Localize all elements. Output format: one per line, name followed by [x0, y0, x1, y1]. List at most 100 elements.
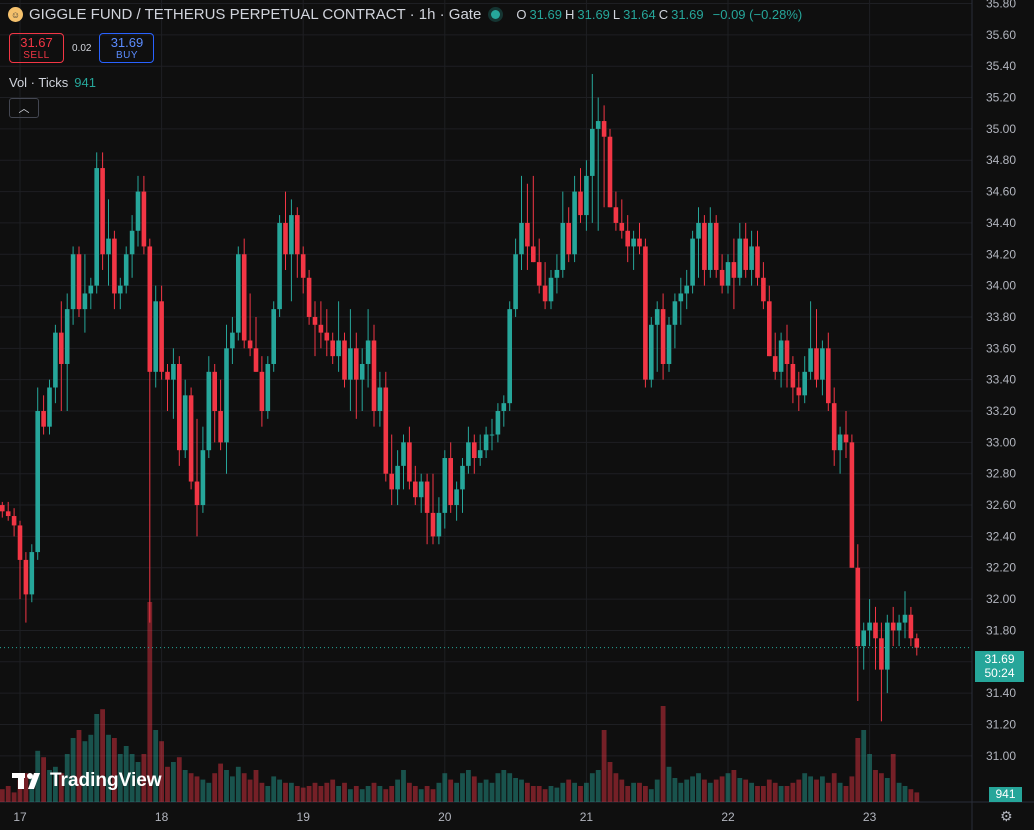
volume-bar [536, 786, 542, 802]
volume-bar [377, 786, 383, 802]
last-price-tag: 31.69 50:24 [975, 651, 1024, 682]
sell-button[interactable]: 31.67 SELL [9, 33, 64, 63]
volume-bar [483, 779, 489, 802]
x-tick-label: 23 [863, 810, 877, 824]
candle-body [778, 340, 784, 372]
volume-bar [70, 738, 76, 802]
candle-body [477, 450, 483, 459]
candle-body [890, 622, 896, 631]
candle-body [525, 222, 530, 247]
volume-bar [625, 786, 631, 802]
candle-body [643, 246, 648, 380]
volume-bar [265, 786, 271, 802]
candle-body [436, 512, 442, 537]
x-tick-label: 18 [155, 810, 169, 824]
volume-bar [613, 773, 619, 802]
sell-label: SELL [23, 50, 50, 61]
candle-body [277, 222, 282, 310]
volume-bar [719, 776, 725, 802]
volume-bar [442, 773, 448, 802]
candle-body [896, 622, 902, 631]
volume-bar [530, 786, 536, 802]
ohlc-low-value: 31.64 [623, 7, 656, 22]
chevron-up-icon: ︿ [18, 103, 30, 115]
candle-body [761, 277, 766, 302]
volume-bar [147, 602, 153, 802]
volume-bar [418, 789, 424, 802]
candle-body [737, 238, 743, 278]
volume-bar [654, 779, 660, 802]
candle-body [831, 403, 837, 451]
volume-bar [82, 741, 88, 802]
candle-body [454, 489, 459, 506]
volume-bar [513, 778, 518, 802]
x-tick-label: 17 [13, 810, 27, 824]
volume-bar [495, 773, 501, 802]
volume-bar [182, 770, 188, 802]
y-tick-label: 32.00 [986, 592, 1016, 606]
tradingview-logo[interactable]: TradingView [12, 770, 162, 792]
candle-body [595, 121, 601, 129]
candle-body [64, 309, 70, 364]
candle-body [861, 630, 866, 647]
volume-bar [867, 754, 872, 802]
candle-body [749, 246, 754, 270]
volume-bar [336, 786, 341, 802]
candle-body [141, 191, 147, 247]
volume-bar [230, 776, 235, 802]
volume-bar [359, 789, 365, 802]
volume-bar [808, 776, 813, 802]
volume-bar [17, 779, 23, 802]
volume-bar [23, 773, 29, 802]
candle-body [241, 254, 247, 341]
candle-body [873, 622, 878, 639]
candle-body [796, 387, 802, 396]
candle-body [548, 277, 554, 302]
ohlc-change-value: −0.09 (−0.28%) [712, 7, 803, 22]
collapse-legend-button[interactable]: ︿ [9, 98, 39, 118]
volume-bar [489, 782, 495, 802]
volume-bar [743, 779, 749, 802]
candle-body [554, 269, 560, 278]
tradingview-logo-text: TradingView [50, 770, 162, 791]
candle-body [501, 403, 507, 412]
volume-bar [383, 789, 389, 802]
volume-bar [129, 754, 135, 802]
candle-body [601, 121, 607, 137]
y-tick-label: 31.20 [986, 717, 1016, 731]
candle-body [684, 285, 689, 294]
volume-bar [342, 782, 347, 802]
candle-body [118, 285, 123, 294]
candle-body [466, 442, 471, 466]
volume-bar [218, 763, 223, 802]
symbol-icon[interactable]: ☺ [8, 7, 23, 22]
volume-bar [212, 773, 218, 802]
x-tick-label: 19 [297, 810, 311, 824]
candle-body [265, 363, 271, 412]
ohlc-close-key: C [658, 7, 669, 22]
volume-bar [772, 782, 778, 802]
volume-bar [619, 779, 625, 802]
volume-legend[interactable]: Vol · Ticks 941 [9, 75, 96, 90]
volume-bar [784, 786, 790, 802]
tradingview-logo-icon [12, 773, 40, 789]
candle-body [253, 348, 259, 372]
buy-button[interactable]: 31.69 BUY [99, 33, 155, 63]
symbol-title[interactable]: GIGGLE FUND / TETHERUS PERPETUAL CONTRAC… [29, 6, 482, 23]
candle-body [708, 222, 713, 270]
volume-bar [106, 734, 111, 802]
settings-gear-icon[interactable]: ⚙ [1000, 808, 1013, 824]
volume-bar [849, 776, 855, 802]
candle-body [354, 348, 359, 380]
candle-body [802, 371, 807, 396]
volume-bar [519, 779, 524, 802]
y-tick-label: 32.80 [986, 467, 1016, 481]
candle-body [165, 371, 170, 380]
candle-body [129, 230, 135, 255]
candle-body [507, 309, 512, 404]
candle-body [295, 215, 300, 255]
candle-body [171, 363, 176, 380]
candle-body [59, 332, 64, 364]
candle-body [218, 411, 223, 443]
